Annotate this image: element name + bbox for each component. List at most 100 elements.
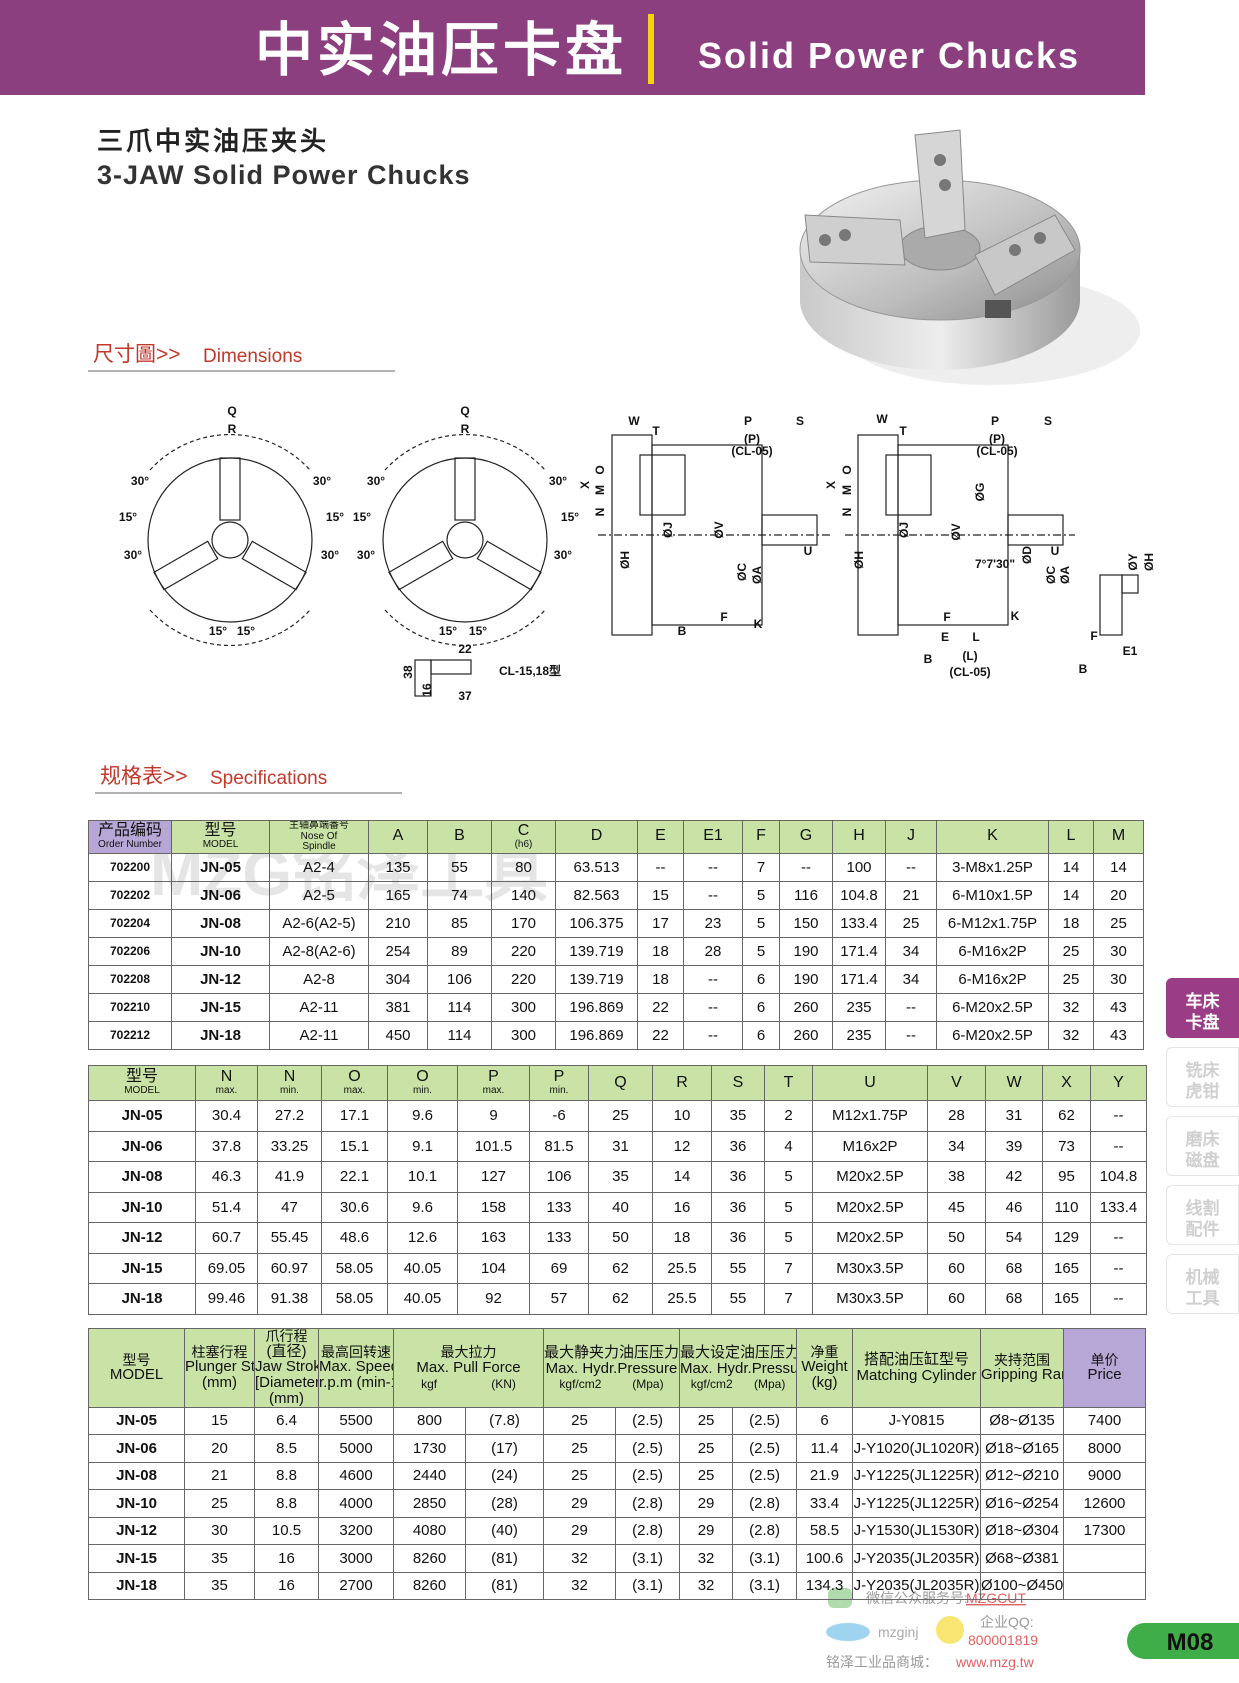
table-cell: 40.05	[387, 1252, 458, 1284]
header-cell: 最大拉力 Max. Pull Force kgf (KN)	[392, 1328, 545, 1408]
table-cell: 106.375	[555, 908, 638, 938]
header-text: B	[454, 827, 465, 845]
table-cell: 9.6	[387, 1100, 458, 1132]
dimension-label: O	[840, 465, 854, 474]
table-cell: 81.5	[529, 1130, 589, 1162]
table-cell: 100.6	[796, 1544, 854, 1573]
table-cell: 133.4	[1090, 1191, 1147, 1223]
table-cell: 38	[927, 1161, 986, 1193]
table-cell: 11.4	[796, 1434, 854, 1463]
header-sub-text: (KN)	[491, 1376, 516, 1391]
data-row: JN-10 25 8.8 4000 2850 (28) 29 (2.8) 29 (2.8) 33.4…	[88, 1489, 1147, 1518]
table-cell: A2-6(A2-5)	[269, 908, 369, 938]
dimension-label: ØH	[852, 551, 866, 569]
table-cell: 34	[885, 964, 937, 994]
footer-shop: 铭泽工业品商城：	[826, 1654, 938, 1670]
table-cell: 34	[927, 1130, 986, 1162]
table-cell: 165	[1042, 1252, 1091, 1284]
table-cell: JN-06	[88, 1130, 196, 1162]
header-text: F	[756, 827, 766, 845]
header-text: r.p.m (min-1)	[319, 1374, 393, 1392]
table-cell: 46	[985, 1191, 1043, 1223]
header-cell: C (h6)	[491, 820, 556, 854]
header-text: 柱塞行程	[191, 1343, 248, 1360]
dimension-label: R	[461, 422, 470, 436]
dimension-label: 30°	[367, 474, 385, 488]
table: 产品编码 Order Number 型号 MODEL 主轴鼻端番号 Nose Of Spin…	[88, 820, 1144, 1050]
header-text: (h6)	[514, 838, 533, 850]
table-cell: --	[1090, 1252, 1147, 1284]
data-row: 702200 JN-05 A2-4 135 55 80 63.513 -- -- 7 -- 100 --…	[88, 852, 1144, 882]
table-cell: 6-M12x1.75P	[936, 908, 1049, 938]
table-cell: 45	[927, 1191, 986, 1223]
category-tab[interactable]: 机械工具	[1166, 1254, 1239, 1314]
table-cell: 40	[588, 1191, 653, 1223]
header-subs: kgf/cm2 (Mpa)	[545, 1378, 679, 1391]
table-cell: 300	[491, 992, 556, 1022]
header-cell: 净重 Weight (kg)	[796, 1328, 854, 1408]
table-cell: 35	[184, 1544, 255, 1573]
category-tab[interactable]: 线割配件	[1166, 1185, 1239, 1245]
table-cell: --	[683, 880, 743, 910]
header-text: 最大设定油压压力	[680, 1343, 797, 1361]
dimension-label: N	[840, 508, 854, 517]
table-cell: 51.4	[195, 1191, 258, 1223]
table-cell: 8260	[393, 1571, 466, 1601]
dimension-label: X	[578, 481, 592, 489]
dimension-label: (CL-05)	[976, 444, 1017, 458]
header-text: R	[676, 1073, 688, 1091]
data-row: JN-08 46.3 41.9 22.1 10.1 127 106 35 14 36 5 M20x2.…	[88, 1161, 1147, 1193]
table-cell: 5	[764, 1222, 813, 1254]
table-cell: 190	[779, 936, 833, 966]
table-cell: 40.05	[387, 1283, 458, 1315]
table-cell: 165	[1042, 1283, 1091, 1315]
table-cell: JN-05	[88, 1100, 196, 1132]
table-cell: 116	[779, 880, 833, 910]
table-cell: 30	[1093, 964, 1144, 994]
header-text: (直径)	[266, 1342, 307, 1360]
dimension-label: 30°	[549, 474, 567, 488]
table-cell: 170	[491, 908, 556, 938]
header-text: 最高回转速	[321, 1343, 391, 1360]
header-cell: 型号 MODEL	[88, 1328, 185, 1408]
product-title-en: 3-JAW Solid Power Chucks	[97, 160, 471, 190]
header-cell: H	[832, 820, 886, 854]
data-row: 702204 JN-08 A2-6(A2-5) 210 85 170 106.375 17 23…	[88, 908, 1144, 938]
table-cell: 32	[543, 1544, 617, 1573]
table-cell: 106	[427, 964, 492, 994]
category-tab[interactable]: 铣床虎钳	[1166, 1047, 1239, 1107]
dimension-label: N	[593, 508, 607, 517]
table-cell: JN-18	[88, 1571, 185, 1601]
table-cell: 16	[652, 1191, 712, 1223]
table-cell: 20	[184, 1434, 255, 1463]
header-text: min.	[280, 1085, 299, 1097]
table-cell: 104	[457, 1252, 530, 1284]
header-text: min.	[549, 1085, 569, 1097]
product-title-cn: 三爪中实油压夹头	[97, 126, 329, 156]
table-cell: 2	[764, 1100, 813, 1132]
table-cell: 15	[637, 880, 684, 910]
table-cell: --	[683, 992, 743, 1022]
header-sub-text: (Mpa)	[754, 1377, 786, 1392]
table-cell: 29	[543, 1489, 617, 1518]
table-cell: 104.8	[1090, 1161, 1147, 1193]
table-cell: 1730	[393, 1434, 466, 1463]
table-cell: JN-08	[88, 1461, 185, 1491]
table-cell: 150	[779, 908, 833, 938]
table-cell: 260	[779, 992, 833, 1022]
table-cell: 17.1	[321, 1100, 388, 1132]
header-text: J	[907, 827, 915, 845]
table-cell: 5	[742, 936, 780, 966]
table-cell: 5	[742, 908, 780, 938]
header-cell: E	[637, 820, 684, 854]
header-text: Weight	[801, 1358, 848, 1376]
category-tab[interactable]: 磨床磁盘	[1166, 1116, 1239, 1176]
data-row: JN-06 37.8 33.25 15.1 9.1 101.5 81.5 31 12 36 4 M16…	[88, 1130, 1147, 1162]
header-cell: A	[368, 820, 428, 854]
table-cell: 158	[457, 1191, 530, 1223]
category-tab[interactable]: 车床卡盘	[1166, 978, 1239, 1038]
dimension-label: ØJ	[897, 522, 911, 538]
